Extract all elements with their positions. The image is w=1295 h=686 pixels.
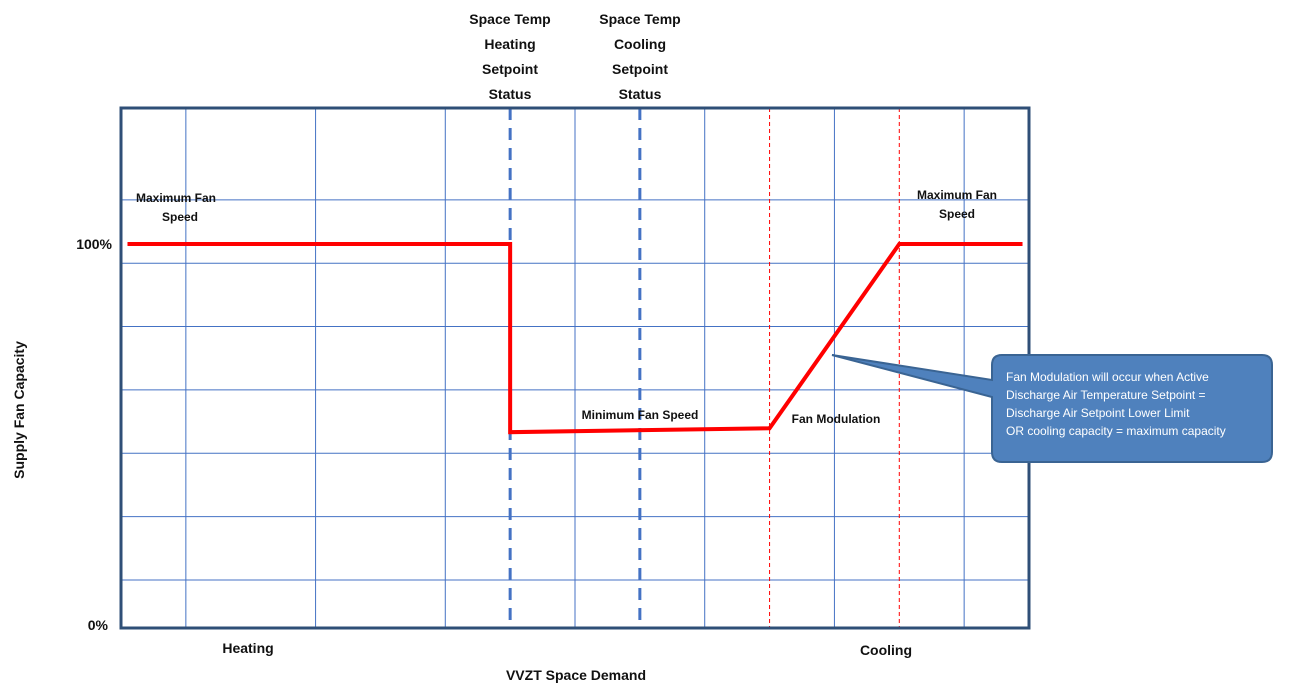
y-tick-label-100: 100% xyxy=(76,236,112,252)
cooling-setpoint-label-line: Space Temp xyxy=(599,11,680,27)
cooling-setpoint-label-line: Cooling xyxy=(614,36,666,52)
fan-capacity-series-line xyxy=(127,242,1023,435)
heating-setpoint-label-line: Setpoint xyxy=(482,61,538,77)
heating-setpoint-label-line: Heating xyxy=(484,36,535,52)
fan-modulation-callout: Fan Modulation will occur when Active Di… xyxy=(831,354,1273,463)
callout-line: OR cooling capacity = maximum capacity xyxy=(1006,424,1226,438)
x-axis-title: VVZT Space Demand xyxy=(506,667,646,683)
annotation-max-fan-speed-right: Maximum Fan Speed xyxy=(917,188,997,221)
x-region-label-cooling: Cooling xyxy=(860,642,912,658)
annotation-fan-modulation: Fan Modulation xyxy=(792,412,881,426)
callout-bubble xyxy=(831,354,1273,463)
cooling-setpoint-label: Space Temp Cooling Setpoint Status xyxy=(599,11,680,102)
annotation-line: Maximum Fan xyxy=(136,191,216,205)
x-region-label-heating: Heating xyxy=(222,640,273,656)
cooling-setpoint-label-line: Status xyxy=(619,86,662,102)
annotation-line: Speed xyxy=(939,207,975,221)
heating-setpoint-label-line: Status xyxy=(489,86,532,102)
grid-layer xyxy=(121,108,1029,628)
annotation-max-fan-speed-left: Maximum Fan Speed xyxy=(136,191,216,224)
y-tick-label-0: 0% xyxy=(88,617,109,633)
annotation-line: Maximum Fan xyxy=(917,188,997,202)
callout-line: Fan Modulation will occur when Active xyxy=(1006,370,1209,384)
annotation-line: Speed xyxy=(162,210,198,224)
heating-setpoint-label: Space Temp Heating Setpoint Status xyxy=(469,11,550,102)
callout-line: Discharge Air Temperature Setpoint = xyxy=(1006,388,1206,402)
y-axis-title: Supply Fan Capacity xyxy=(11,341,27,479)
series-layer xyxy=(127,242,1023,435)
cooling-setpoint-label-line: Setpoint xyxy=(612,61,668,77)
callout-line: Discharge Air Setpoint Lower Limit xyxy=(1006,406,1190,420)
annotation-min-fan-speed: Minimum Fan Speed xyxy=(582,408,699,422)
heating-setpoint-label-line: Space Temp xyxy=(469,11,550,27)
